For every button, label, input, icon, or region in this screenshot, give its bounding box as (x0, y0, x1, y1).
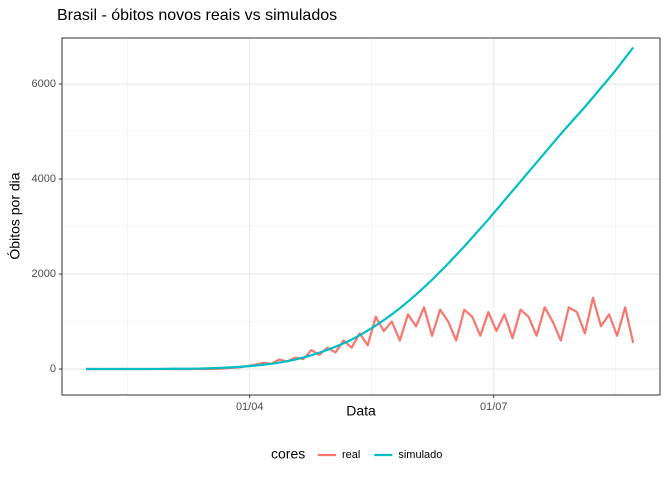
y-tick-label: 0 (50, 363, 56, 375)
x-tick-label: 01/04 (236, 401, 264, 413)
legend-title: cores (271, 446, 305, 462)
y-tick-label: 2000 (32, 268, 56, 280)
line-series (86, 46, 635, 371)
x-tick-label: 01/07 (480, 401, 508, 413)
legend-label: real (342, 449, 360, 461)
legend-label: simulado (398, 449, 442, 461)
y-axis-label: Óbitos por dia (7, 172, 23, 259)
y-tick-label: 4000 (32, 173, 56, 185)
x-axis-label: Data (346, 403, 376, 419)
chart-title: Brasil - óbitos novos reais vs simulados (57, 7, 337, 24)
y-tick-label: 6000 (32, 78, 56, 90)
line-series (86, 296, 635, 371)
plot-border (61, 37, 661, 396)
